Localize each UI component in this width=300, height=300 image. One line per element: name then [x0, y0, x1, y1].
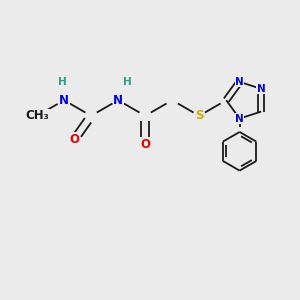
Text: O: O — [70, 133, 80, 146]
Text: N: N — [235, 77, 244, 87]
Text: H: H — [58, 77, 67, 87]
Text: S: S — [195, 109, 203, 122]
Text: N: N — [59, 94, 69, 107]
Text: N: N — [257, 84, 266, 94]
Text: O: O — [140, 138, 150, 151]
Text: CH₃: CH₃ — [25, 109, 49, 122]
Text: N: N — [235, 114, 244, 124]
Text: N: N — [113, 94, 123, 107]
Text: H: H — [123, 77, 131, 87]
